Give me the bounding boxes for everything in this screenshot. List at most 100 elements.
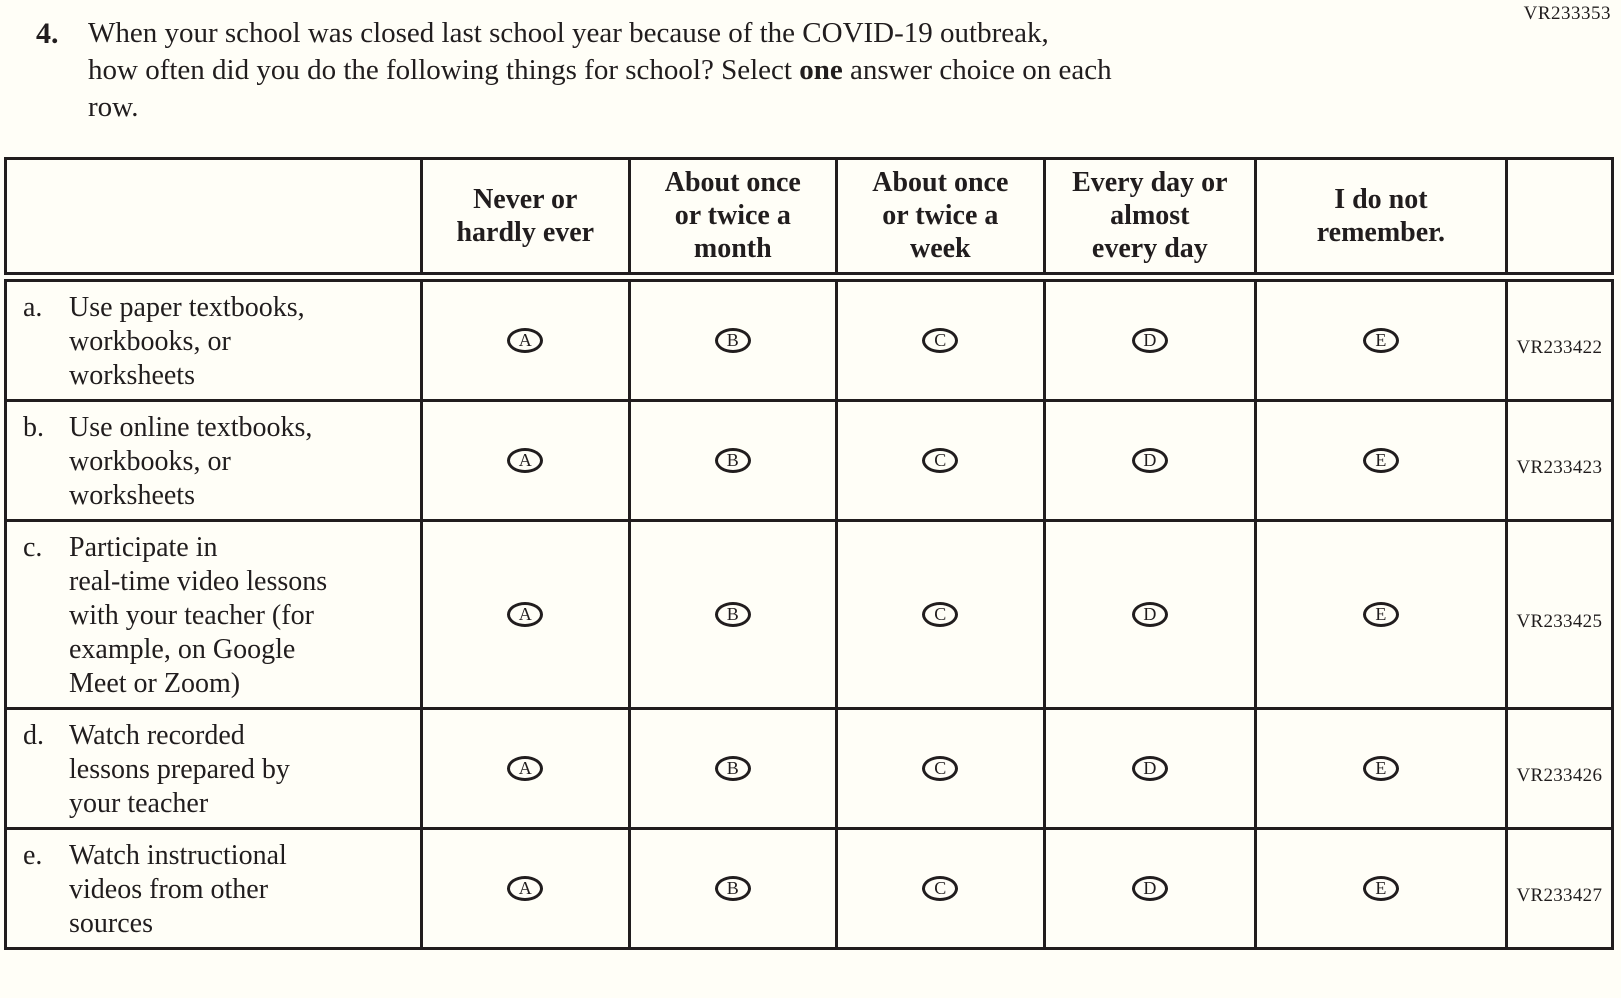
row-c-code: VR233425 [1504, 518, 1615, 710]
row-e-bubble-B[interactable]: B [714, 875, 751, 901]
row-c-item: c. Participate in real-time video lesson… [3, 518, 424, 710]
question-text-part2: answer choice on each row. [88, 54, 1112, 123]
row-e-bubble-A[interactable]: A [507, 875, 544, 901]
row-a-item: a. Use paper textbooks, workbooks, or wo… [3, 275, 424, 402]
row-a-label: a. [23, 291, 43, 323]
row-d-bubble-A[interactable]: A [507, 755, 544, 781]
bubble-letter: A [518, 330, 532, 350]
bubble-letter: E [1375, 330, 1387, 350]
bubble-letter: D [1143, 330, 1157, 350]
row-b-bubble-C[interactable]: C [922, 447, 959, 473]
row-c-bubble-A[interactable]: A [507, 601, 544, 627]
row-d-option-noremember-cell: E [1254, 706, 1508, 830]
row-e-text: Watch instructional videos from other so… [69, 839, 287, 939]
question-block: 4. When your school was closed last scho… [0, 0, 1621, 126]
bubble-letter: B [726, 604, 739, 624]
header-item-blank [3, 157, 424, 282]
row-e-option-never-cell: A [420, 826, 631, 950]
row-d-bubble-B[interactable]: B [714, 755, 751, 781]
bubble-letter: E [1375, 878, 1387, 898]
row-a-bubble-C[interactable]: C [922, 327, 959, 353]
bubble-letter: C [934, 604, 947, 624]
row-d-option-everyday-cell: D [1042, 706, 1258, 830]
row-a-option-everyday-cell: D [1042, 275, 1258, 402]
row-c-option-week-cell: C [835, 518, 1046, 710]
row-b-option-never-cell: A [420, 398, 631, 522]
row-e-option-everyday-cell: D [1042, 826, 1258, 950]
row-d-option-month-cell: B [627, 706, 839, 830]
header-every-day: Every day or almost every day [1042, 157, 1258, 282]
header-do-not-remember: I do not remember. [1254, 157, 1508, 282]
row-c-bubble-B[interactable]: B [714, 601, 751, 627]
header-row: Never or hardly ever About once or twice… [3, 157, 1615, 282]
row-a-option-month-cell: B [627, 275, 839, 402]
row-e-bubble-D[interactable]: D [1131, 875, 1168, 901]
row-d-bubble-D[interactable]: D [1131, 755, 1168, 781]
row-b-text: Use online textbooks, workbooks, or work… [69, 411, 313, 511]
row-a-option-never-cell: A [420, 275, 631, 402]
row-e-code: VR233427 [1504, 826, 1615, 950]
row-a-code: VR233422 [1504, 275, 1615, 402]
header-code-blank [1504, 157, 1615, 282]
row-e-option-week-cell: C [835, 826, 1046, 950]
row-e-bubble-E[interactable]: E [1362, 875, 1399, 901]
bubble-letter: B [726, 758, 739, 778]
table-row-c: c. Participate in real-time video lesson… [3, 518, 1615, 710]
row-a-bubble-A[interactable]: A [507, 327, 544, 353]
row-d-bubble-C[interactable]: C [922, 755, 959, 781]
bubble-letter: C [934, 330, 947, 350]
row-e-bubble-C[interactable]: C [922, 875, 959, 901]
bubble-letter: C [934, 450, 947, 470]
row-e-option-noremember-cell: E [1254, 826, 1508, 950]
row-b-option-noremember-cell: E [1254, 398, 1508, 522]
row-c-bubble-C[interactable]: C [922, 601, 959, 627]
bubble-letter: A [518, 878, 532, 898]
question-text: When your school was closed last school … [88, 15, 1388, 126]
row-c-option-never-cell: A [420, 518, 631, 710]
form-code: VR233353 [1523, 3, 1611, 24]
bubble-letter: E [1375, 450, 1387, 470]
bubble-letter: B [726, 878, 739, 898]
row-b-bubble-E[interactable]: E [1362, 447, 1399, 473]
row-c-bubble-E[interactable]: E [1362, 601, 1399, 627]
bubble-letter: A [518, 758, 532, 778]
row-d-code: VR233426 [1504, 706, 1615, 830]
row-d-bubble-E[interactable]: E [1362, 755, 1399, 781]
header-once-twice-week: About once or twice a week [835, 157, 1046, 282]
row-a-bubble-E[interactable]: E [1362, 327, 1399, 353]
bubble-letter: D [1143, 450, 1157, 470]
row-c-bubble-D[interactable]: D [1131, 601, 1168, 627]
table-row-e: e. Watch instructional videos from other… [3, 826, 1615, 950]
question-number: 4. [36, 17, 59, 50]
table-row-d: d. Watch recorded lessons prepared by yo… [3, 706, 1615, 830]
response-matrix: Never or hardly ever About once or twice… [3, 157, 1615, 950]
row-b-code: VR233423 [1504, 398, 1615, 522]
bubble-letter: D [1143, 878, 1157, 898]
bubble-letter: A [518, 450, 532, 470]
row-c-text: Participate in real-time video lessons w… [69, 531, 328, 699]
bubble-letter: C [934, 758, 947, 778]
header-never: Never or hardly ever [420, 157, 631, 282]
row-b-bubble-A[interactable]: A [507, 447, 544, 473]
row-b-item: b. Use online textbooks, workbooks, or w… [3, 398, 424, 522]
row-d-item: d. Watch recorded lessons prepared by yo… [3, 706, 424, 830]
row-a-bubble-B[interactable]: B [714, 327, 751, 353]
bubble-letter: C [934, 878, 947, 898]
bubble-letter: E [1375, 604, 1387, 624]
row-b-bubble-B[interactable]: B [714, 447, 751, 473]
bubble-letter: D [1143, 604, 1157, 624]
bubble-letter: B [726, 450, 739, 470]
row-a-bubble-D[interactable]: D [1131, 327, 1168, 353]
row-c-option-noremember-cell: E [1254, 518, 1508, 710]
row-b-option-week-cell: C [835, 398, 1046, 522]
row-b-label: b. [23, 411, 44, 443]
header-once-twice-month: About once or twice a month [627, 157, 839, 282]
row-d-option-never-cell: A [420, 706, 631, 830]
row-b-bubble-D[interactable]: D [1131, 447, 1168, 473]
table-row-a: a. Use paper textbooks, workbooks, or wo… [3, 275, 1615, 402]
row-a-option-noremember-cell: E [1254, 275, 1508, 402]
question-text-part1: When your school was closed last school … [88, 17, 1049, 86]
bubble-letter: A [518, 604, 532, 624]
row-a-text: Use paper textbooks, workbooks, or works… [69, 291, 305, 391]
